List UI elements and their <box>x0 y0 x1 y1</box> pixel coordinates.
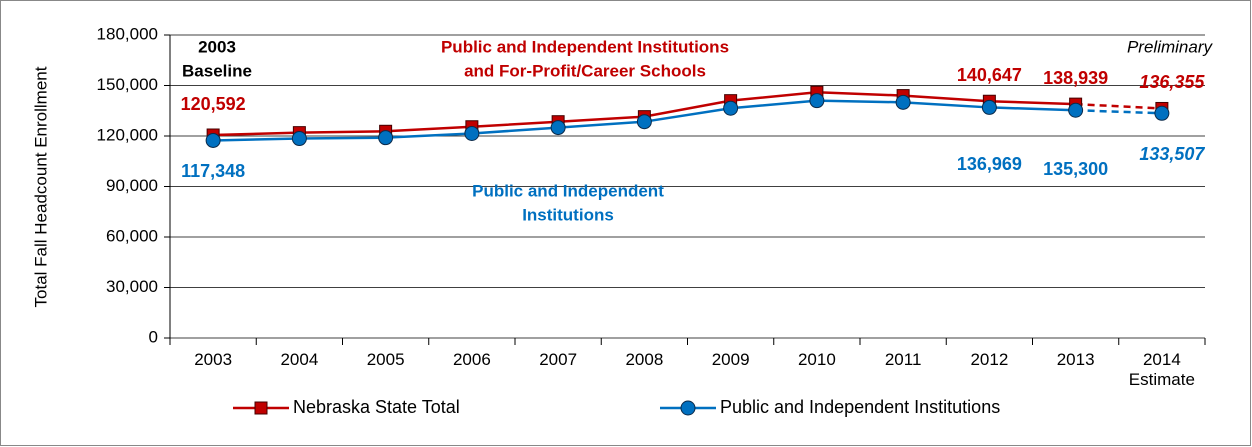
marker <box>1068 102 1084 118</box>
annotation: Public and Independent <box>472 181 664 200</box>
marker <box>291 131 307 147</box>
y-tick-label: 180,000 <box>97 24 158 43</box>
x-tick-label: 2006 <box>452 350 491 369</box>
y-axis-label: Total Fall Headcount Enrollment <box>31 66 50 307</box>
x-tick-label: 2007 <box>539 350 578 369</box>
marker <box>981 99 997 115</box>
annotation: and For-Profit/Career Schools <box>464 61 706 80</box>
data-label: 138,939 <box>1043 68 1108 88</box>
x-tick-label: 2012 <box>970 350 1009 369</box>
marker <box>895 94 911 110</box>
series-line-estimate <box>1075 102 1162 110</box>
data-label: 120,592 <box>181 94 246 114</box>
x-tick-label: 2003 <box>194 350 233 369</box>
marker <box>205 132 221 148</box>
legend-label: Public and Independent Institutions <box>720 397 1000 417</box>
annotation: Preliminary <box>1127 37 1214 56</box>
marker <box>1154 105 1170 121</box>
y-tick-label: 150,000 <box>97 75 158 94</box>
annotation: 2003 <box>198 37 236 56</box>
y-tick-label: 60,000 <box>106 226 158 245</box>
marker <box>680 400 696 416</box>
y-tick-label: 30,000 <box>106 277 158 296</box>
x-tick-label: 2011 <box>884 350 922 369</box>
marker <box>723 100 739 116</box>
data-label: 136,355 <box>1139 72 1205 92</box>
annotation: Baseline <box>182 61 252 80</box>
y-tick-label: 0 <box>149 327 158 346</box>
marker <box>378 130 394 146</box>
marker <box>550 120 566 136</box>
marker <box>464 125 480 141</box>
x-tick-label: 2013 <box>1056 350 1095 369</box>
x-tick-label: 2009 <box>711 350 750 369</box>
x-tick-label: 2005 <box>366 350 405 369</box>
annotation: Institutions <box>522 205 614 224</box>
y-tick-label: 90,000 <box>106 176 158 195</box>
data-label: 136,969 <box>957 154 1022 174</box>
x-tick-label: 2008 <box>625 350 664 369</box>
annotation: Public and Independent Institutions <box>441 37 729 56</box>
marker <box>636 114 652 130</box>
legend-label: Nebraska State Total <box>293 397 460 417</box>
data-label: 140,647 <box>957 65 1022 85</box>
data-label: 133,507 <box>1139 144 1205 164</box>
data-label: 135,300 <box>1043 159 1108 179</box>
x-tick-label: 2014 Estimate <box>1128 350 1195 389</box>
x-tick-label: 2004 <box>280 350 319 369</box>
series-line-estimate <box>1075 108 1162 115</box>
x-tick-label: 2010 <box>797 350 836 369</box>
marker <box>809 93 825 109</box>
marker <box>254 401 268 415</box>
data-label: 117,348 <box>181 161 245 181</box>
y-tick-label: 120,000 <box>97 125 158 144</box>
